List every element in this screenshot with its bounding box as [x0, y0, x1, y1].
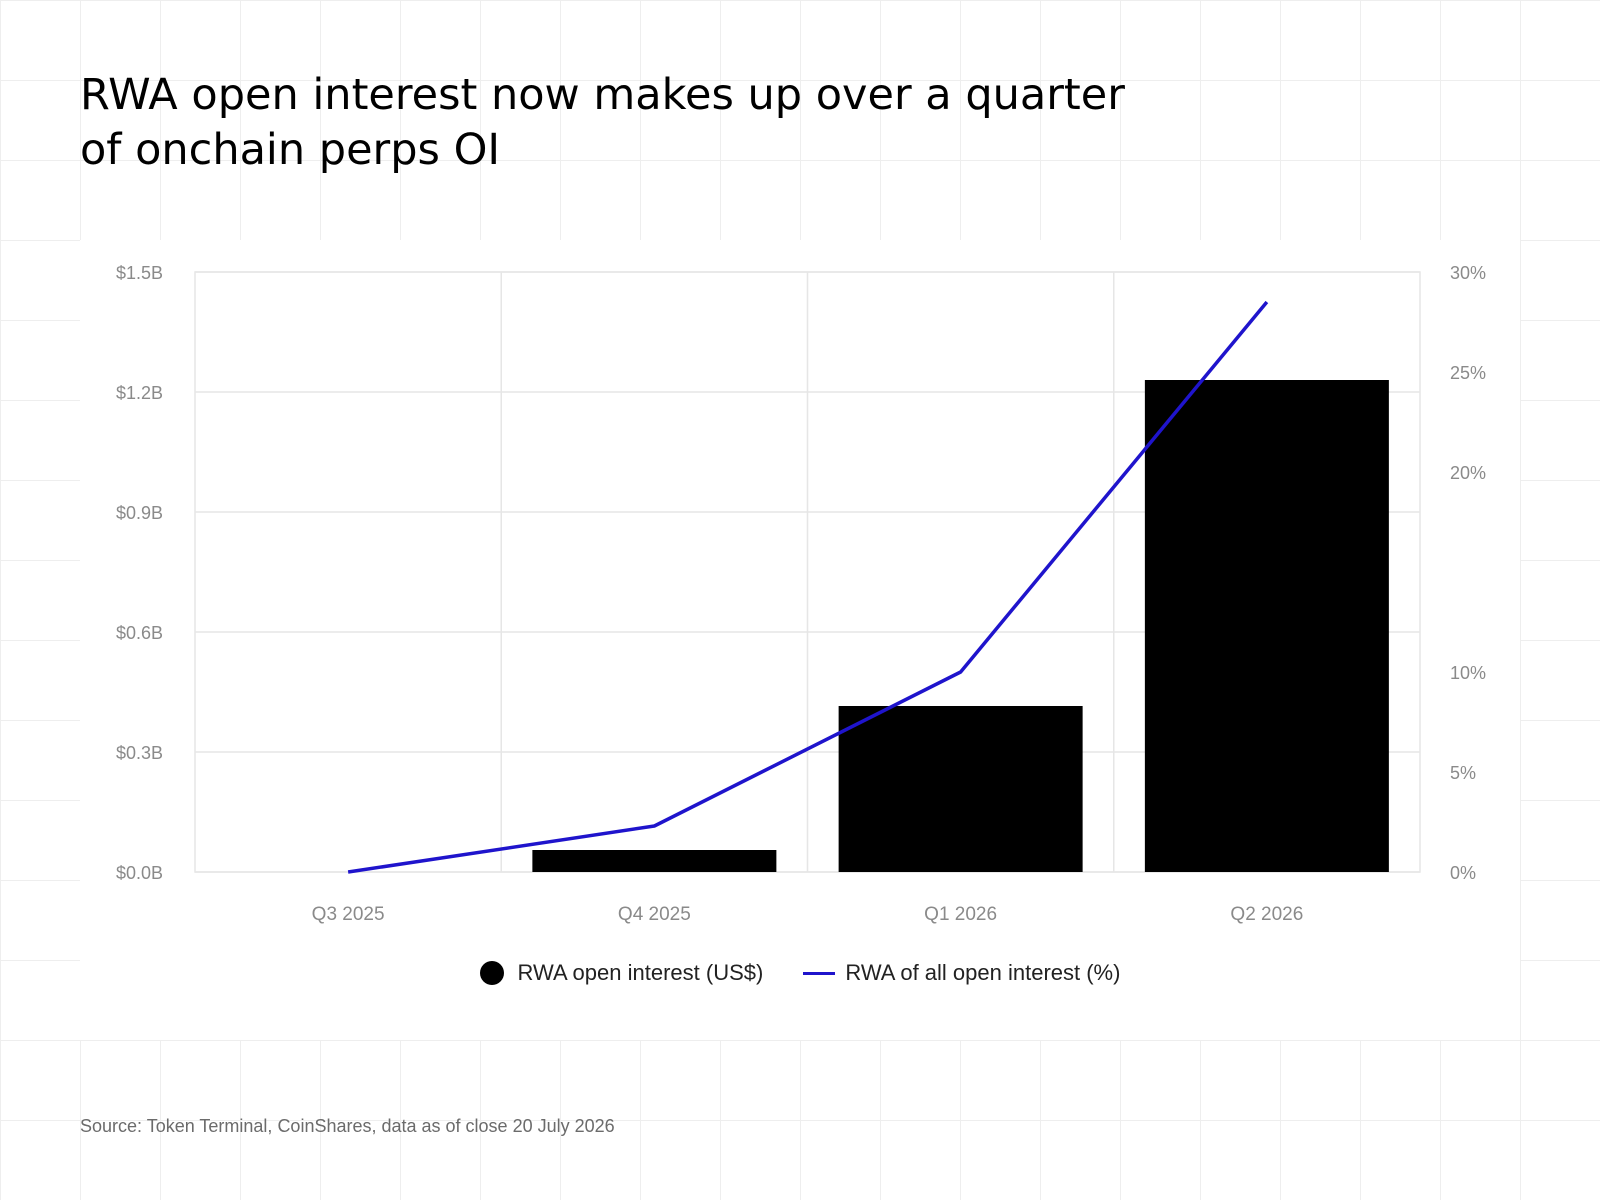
legend-label-bar-series: RWA open interest (US$): [517, 960, 764, 985]
y-left-tick-label: $1.2B: [116, 383, 163, 403]
x-tick-label: Q1 2026: [924, 904, 997, 925]
y-right-tick-label: 5%: [1450, 763, 1476, 783]
x-tick-label: Q4 2025: [618, 904, 691, 925]
legend-line-icon: [803, 971, 836, 975]
y-left-tick-label: $0.9B: [116, 503, 163, 523]
y-right-tick-label: 20%: [1450, 463, 1486, 483]
bar: [838, 706, 1083, 872]
legend-label-line-series: RWA of all open interest (%): [845, 960, 1121, 985]
chart-legend: RWA open interest (US$) RWA of all open …: [0, 960, 1600, 986]
y-left-tick-label: $1.5B: [116, 263, 163, 283]
y-right-tick-label: 10%: [1450, 663, 1486, 683]
chart-title-line-1: RWA open interest now makes up over a qu…: [80, 70, 1125, 120]
bar: [532, 850, 777, 872]
x-tick-label: Q2 2026: [1230, 904, 1303, 925]
y-left-tick-label: $0.6B: [116, 623, 163, 643]
chart-title-line-2: of onchain perps OI: [80, 125, 501, 175]
series-line: [347, 300, 1269, 874]
y-right-tick-label: 0%: [1450, 863, 1476, 883]
y-right-tick-label: 25%: [1450, 363, 1486, 383]
y-left-tick-label: $0.0B: [116, 863, 163, 883]
y-right-tick-label: 30%: [1450, 263, 1486, 283]
x-tick-label: Q3 2025: [312, 904, 385, 925]
legend-item-line-series: RWA of all open interest (%): [803, 960, 1120, 986]
bar: [1144, 380, 1389, 872]
legend-item-bar-series: RWA open interest (US$): [479, 960, 764, 986]
chart-title: RWA open interest now makes up over a qu…: [80, 68, 1230, 178]
source-note: Source: Token Terminal, CoinShares, data…: [80, 1116, 615, 1136]
y-left-tick-label: $0.3B: [116, 743, 163, 763]
legend-dot-icon: [479, 961, 504, 985]
